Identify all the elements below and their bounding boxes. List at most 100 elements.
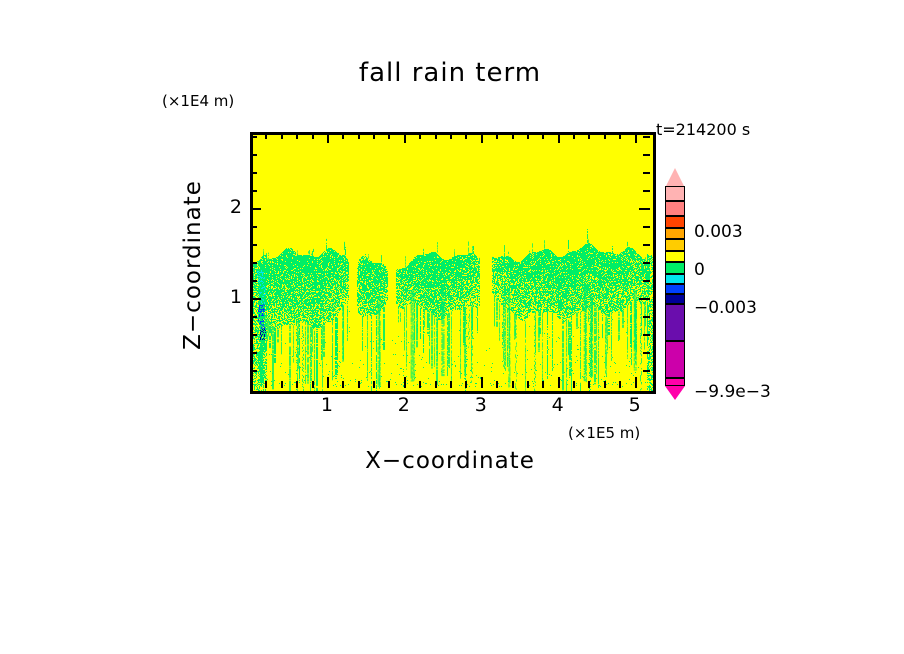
x-tick-bottom <box>450 381 452 388</box>
x-tick-top <box>619 132 622 139</box>
y-tick-right <box>643 190 650 193</box>
x-axis-unit-label: (×1E5 m) <box>568 424 641 442</box>
colorbar-segment <box>665 294 685 304</box>
y-tick-right <box>643 262 650 265</box>
x-tick-bottom <box>311 381 314 388</box>
x-tick-label: 3 <box>474 394 487 416</box>
x-tick-top <box>388 132 391 139</box>
x-tick-top <box>480 132 483 143</box>
y-tick-label: 1 <box>229 286 242 309</box>
x-tick-label: 5 <box>628 394 641 416</box>
colorbar-tick-label: 0 <box>694 260 705 280</box>
y-tick-label: 2 <box>229 196 242 219</box>
colorbar-segment <box>665 304 685 341</box>
colorbar-segment <box>665 201 685 216</box>
x-tick-bottom <box>357 381 360 388</box>
y-tick-left <box>250 136 257 139</box>
x-tick-top <box>419 132 422 139</box>
x-tick-bottom <box>480 377 483 388</box>
x-tick-top <box>265 132 268 139</box>
y-tick-right <box>643 316 650 319</box>
y-tick-left <box>250 298 261 301</box>
y-tick-right <box>643 280 650 283</box>
x-axis-title: X−coordinate <box>365 448 535 474</box>
x-tick-bottom <box>403 377 406 388</box>
x-tick-label: 4 <box>551 394 564 416</box>
y-tick-right <box>643 136 650 139</box>
time-annotation: t=214200 s <box>656 120 751 139</box>
y-tick-right <box>643 154 650 157</box>
x-tick-top <box>573 132 576 139</box>
x-tick-top <box>496 132 499 139</box>
x-tick-top <box>434 132 437 139</box>
field-heatmap <box>253 135 653 391</box>
x-tick-top <box>373 132 376 139</box>
y-tick-left <box>250 370 257 373</box>
colorbar-top-arrow <box>665 168 685 188</box>
x-tick-bottom <box>265 381 268 388</box>
colorbar-segment <box>665 250 685 263</box>
x-tick-bottom <box>526 381 529 388</box>
x-tick-top <box>603 132 606 139</box>
x-tick-top <box>588 132 591 139</box>
y-tick-left <box>250 226 257 229</box>
plot-area <box>250 132 656 394</box>
y-axis-title: Z−coordinate <box>180 180 206 350</box>
x-tick-bottom <box>573 381 576 388</box>
colorbar-segment <box>665 216 685 228</box>
x-tick-top <box>634 132 637 143</box>
x-tick-bottom <box>496 381 499 388</box>
x-tick-top <box>403 132 406 143</box>
x-tick-top <box>280 132 283 139</box>
x-tick-bottom <box>280 381 283 388</box>
x-tick-bottom <box>603 381 606 388</box>
x-tick-top <box>465 132 468 139</box>
x-tick-bottom <box>373 381 376 388</box>
x-tick-bottom <box>434 381 437 388</box>
x-tick-label: 1 <box>320 394 333 416</box>
x-tick-bottom <box>634 377 637 388</box>
x-tick-bottom <box>542 381 545 388</box>
colorbar-segment <box>665 186 685 201</box>
x-tick-bottom <box>419 381 422 388</box>
colorbar-tick-label: 0.003 <box>694 222 743 242</box>
y-tick-right <box>639 298 650 301</box>
y-tick-right <box>639 208 650 211</box>
y-tick-left <box>250 280 257 283</box>
y-tick-right <box>643 244 650 247</box>
y-tick-right <box>643 172 650 175</box>
x-tick-bottom <box>557 377 560 388</box>
x-tick-top <box>296 132 299 139</box>
colorbar-segment <box>665 378 685 386</box>
y-tick-left <box>250 352 257 355</box>
x-tick-top <box>311 132 314 139</box>
x-tick-top <box>450 132 452 139</box>
x-tick-bottom <box>619 381 622 388</box>
y-tick-left <box>250 190 257 193</box>
x-tick-label: 2 <box>397 394 410 416</box>
colorbar-tick-label: −0.003 <box>694 298 757 318</box>
y-tick-left <box>250 208 261 211</box>
y-tick-left <box>250 154 257 157</box>
colorbar-segment <box>665 284 685 294</box>
colorbar-segment <box>665 262 685 274</box>
x-tick-bottom <box>296 381 299 388</box>
y-tick-right <box>643 334 650 337</box>
x-tick-top <box>526 132 529 139</box>
x-tick-top <box>557 132 560 143</box>
colorbar-tick-label: −9.9e−3 <box>694 382 771 402</box>
colorbar-segment <box>665 239 685 251</box>
y-axis-unit-label: (×1E4 m) <box>162 92 235 110</box>
x-tick-bottom <box>342 381 345 388</box>
colorbar-bottom-arrow <box>665 386 685 400</box>
y-tick-left <box>250 334 257 337</box>
x-tick-top <box>542 132 545 139</box>
colorbar-segment <box>665 227 685 240</box>
x-tick-top <box>511 132 514 139</box>
page-title: fall rain term <box>358 58 542 88</box>
colorbar-segment <box>665 341 685 378</box>
y-tick-right <box>643 352 650 355</box>
y-tick-left <box>250 244 257 247</box>
x-tick-top <box>326 132 329 143</box>
